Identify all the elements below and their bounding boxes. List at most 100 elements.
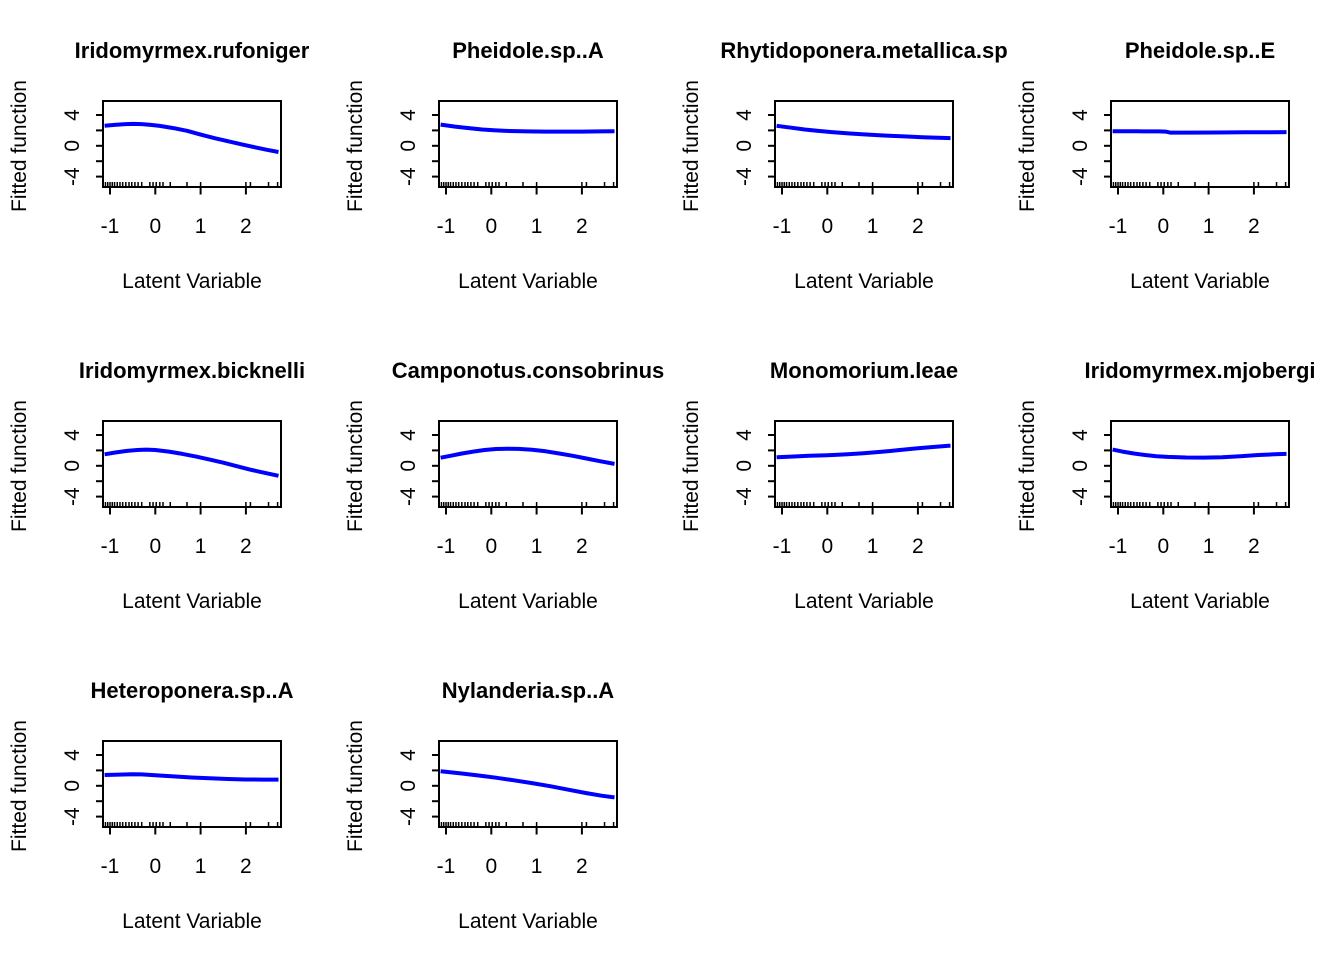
x-tick-label: 2 bbox=[576, 215, 588, 238]
plot-canvas: Heteroponera.sp..A Fitted function Latent … bbox=[8, 678, 294, 933]
x-tick-label: -1 bbox=[1109, 535, 1128, 558]
plot-panel-9: Nylanderia.sp..A Fitted function Latent Va… bbox=[336, 640, 672, 960]
x-tick-label: -1 bbox=[437, 855, 456, 878]
x-axis-label: Latent Variable bbox=[458, 910, 598, 933]
x-tick-label: 2 bbox=[576, 535, 588, 558]
plot-title: Iridomyrmex.bicknelli bbox=[79, 358, 305, 383]
fitted-line bbox=[776, 123, 951, 141]
fitted-line bbox=[440, 122, 615, 134]
rug-marks bbox=[1110, 182, 1287, 187]
y-tick-label: 4 bbox=[61, 109, 84, 121]
x-tick-label: 1 bbox=[531, 535, 543, 558]
x-tick-label: 2 bbox=[240, 215, 252, 238]
x-tick-label: 2 bbox=[576, 855, 588, 878]
plot-title: Iridomyrmex.mjobergi bbox=[1084, 358, 1315, 383]
y-tick-label: -4 bbox=[397, 807, 420, 826]
x-tick-label: 0 bbox=[821, 215, 833, 238]
x-tick-label: 0 bbox=[821, 535, 833, 558]
y-tick-label: 0 bbox=[733, 460, 756, 472]
x-tick-label: 1 bbox=[195, 855, 207, 878]
y-tick-label: 0 bbox=[1069, 140, 1092, 152]
x-tick-label: 1 bbox=[867, 535, 879, 558]
plot-box bbox=[102, 100, 282, 188]
x-axis-label: Latent Variable bbox=[122, 270, 262, 293]
x-tick-label: 0 bbox=[149, 855, 161, 878]
rug-marks bbox=[774, 182, 951, 187]
y-tick-label: 4 bbox=[1069, 429, 1092, 441]
y-tick-label: 0 bbox=[61, 780, 84, 792]
x-axis-label: Latent Variable bbox=[458, 270, 598, 293]
x-tick-label: 0 bbox=[149, 535, 161, 558]
x-tick-label: -1 bbox=[773, 215, 792, 238]
y-axis-label: Fitted function bbox=[680, 80, 703, 212]
x-tick-label: -1 bbox=[1109, 215, 1128, 238]
plot-title: Iridomyrmex.rufoniger bbox=[75, 38, 310, 63]
plot-canvas: Iridomyrmex.mjobergi Fitted function Laten… bbox=[1016, 358, 1316, 613]
x-tick-label: 2 bbox=[912, 215, 924, 238]
y-tick-label: 4 bbox=[61, 429, 84, 441]
y-tick-label: 4 bbox=[397, 429, 420, 441]
y-axis-label: Fitted function bbox=[8, 80, 31, 212]
x-tick-label: 2 bbox=[240, 535, 252, 558]
x-tick-label: 1 bbox=[1203, 535, 1215, 558]
y-tick-label: -4 bbox=[61, 807, 84, 826]
plot-title: Pheidole.sp..A bbox=[452, 38, 604, 63]
plot-box bbox=[438, 740, 618, 828]
x-tick-label: 1 bbox=[867, 215, 879, 238]
plot-title: Pheidole.sp..E bbox=[1125, 38, 1275, 63]
plot-panel-8: Heteroponera.sp..A Fitted function Latent … bbox=[0, 640, 336, 960]
x-tick-label: 0 bbox=[485, 855, 497, 878]
x-axis-label: Latent Variable bbox=[1130, 270, 1270, 293]
x-tick-label: 0 bbox=[485, 215, 497, 238]
fitted-line bbox=[1112, 129, 1287, 135]
x-tick-label: 1 bbox=[195, 535, 207, 558]
x-tick-label: 0 bbox=[1157, 535, 1169, 558]
y-tick-label: -4 bbox=[733, 167, 756, 186]
y-tick-label: 4 bbox=[397, 109, 420, 121]
x-tick-label: 1 bbox=[531, 215, 543, 238]
y-tick-label: 0 bbox=[733, 140, 756, 152]
x-tick-label: 1 bbox=[195, 215, 207, 238]
plot-box bbox=[774, 420, 954, 508]
y-tick-label: -4 bbox=[1069, 167, 1092, 186]
plot-panel-3: Pheidole.sp..E Fitted function Latent Vari… bbox=[1008, 0, 1344, 320]
plot-title: Heteroponera.sp..A bbox=[91, 678, 294, 703]
y-axis-label: Fitted function bbox=[344, 80, 367, 212]
x-tick-label: 1 bbox=[1203, 215, 1215, 238]
fitted-line bbox=[104, 772, 279, 782]
plot-box bbox=[1110, 100, 1290, 188]
plot-box bbox=[1110, 420, 1290, 508]
plot-title: Camponotus.consobrinus bbox=[392, 358, 665, 383]
fitted-line bbox=[440, 769, 615, 800]
fitted-line bbox=[440, 446, 615, 466]
rug-marks bbox=[774, 502, 951, 507]
plot-box bbox=[438, 420, 618, 508]
x-axis-label: Latent Variable bbox=[122, 910, 262, 933]
plot-box bbox=[774, 100, 954, 188]
x-tick-label: -1 bbox=[101, 535, 120, 558]
y-tick-label: 0 bbox=[397, 780, 420, 792]
plot-title: Rhytidoponera.metallica.sp bbox=[720, 38, 1007, 63]
x-tick-label: 0 bbox=[1157, 215, 1169, 238]
x-axis-label: Latent Variable bbox=[122, 590, 262, 613]
x-tick-label: 0 bbox=[485, 535, 497, 558]
plot-box bbox=[102, 740, 282, 828]
y-tick-label: 0 bbox=[1069, 460, 1092, 472]
x-axis-label: Latent Variable bbox=[794, 270, 934, 293]
fitted-line bbox=[104, 447, 279, 478]
y-tick-label: 4 bbox=[733, 429, 756, 441]
plot-panel-0: Iridomyrmex.rufoniger Fitted function Late… bbox=[0, 0, 336, 320]
plot-canvas: Pheidole.sp..A Fitted function Latent Vari… bbox=[344, 38, 618, 293]
plot-canvas: Rhytidoponera.metallica.sp Fitted functio… bbox=[680, 38, 1008, 293]
rug-marks bbox=[102, 502, 279, 507]
plot-title: Nylanderia.sp..A bbox=[442, 678, 615, 703]
plot-panel-7: Iridomyrmex.mjobergi Fitted function Laten… bbox=[1008, 320, 1344, 640]
y-axis-label: Fitted function bbox=[1016, 80, 1039, 212]
fitted-line bbox=[1112, 447, 1287, 460]
x-tick-label: 2 bbox=[240, 855, 252, 878]
x-tick-label: 1 bbox=[531, 855, 543, 878]
plot-title: Monomorium.leae bbox=[770, 358, 958, 383]
plot-canvas: Monomorium.leae Fitted function Latent Var… bbox=[680, 358, 958, 613]
y-tick-label: 0 bbox=[397, 460, 420, 472]
